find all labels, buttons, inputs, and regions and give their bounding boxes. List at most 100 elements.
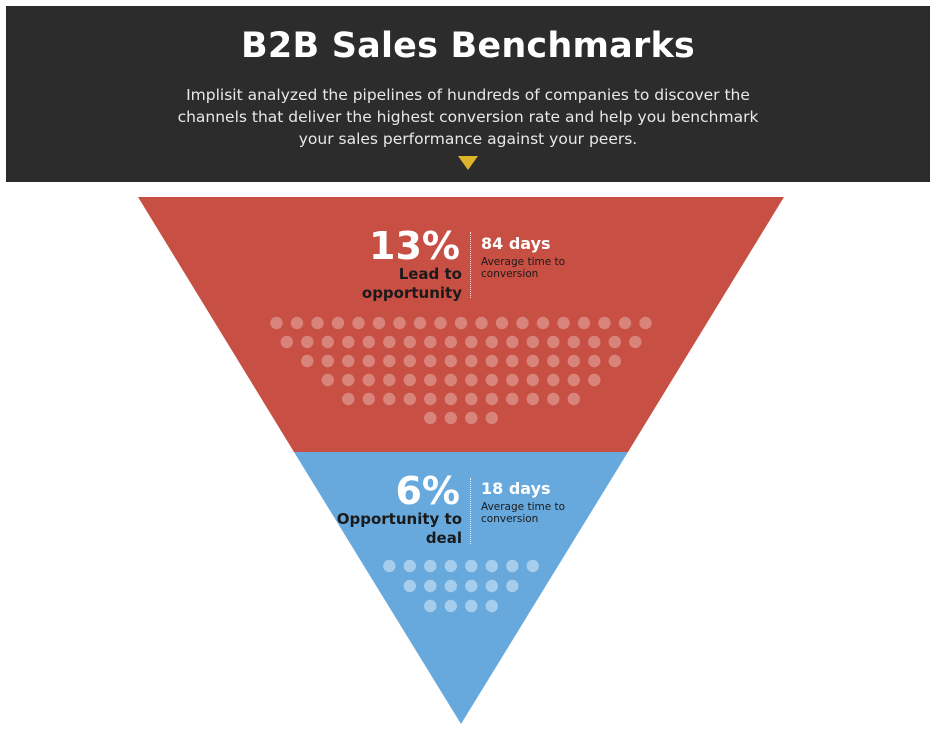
- stage-2-dot: [526, 559, 539, 573]
- stage-2-percent: 6%: [395, 469, 460, 513]
- stage-1-dot: [321, 354, 334, 368]
- stage-1-dot: [454, 316, 468, 330]
- stage-2-dot: [485, 579, 498, 593]
- stage-2-dot: [444, 599, 457, 613]
- stage-2-dots: [383, 559, 539, 613]
- stage-1-dot: [465, 392, 478, 406]
- stage-1-percent: 13%: [369, 224, 460, 268]
- stage-1-dot: [301, 354, 314, 368]
- stage-1-dot: [485, 354, 498, 368]
- stage-1-dot: [424, 411, 437, 425]
- stage-2-dot: [506, 579, 519, 593]
- stage-2-dot: [424, 559, 437, 573]
- stage-1-dot: [475, 316, 488, 330]
- stage-1-dot: [393, 316, 406, 330]
- stage-1-dot: [434, 316, 447, 330]
- stage-2-dot: [485, 559, 498, 573]
- stage-1-dot: [444, 392, 457, 406]
- stage-1-dot: [588, 373, 601, 387]
- stage-1-dot: [362, 392, 375, 406]
- stage-1-dot: [465, 354, 478, 368]
- stage-1-dot: [577, 316, 591, 330]
- stage-2-dot: [383, 559, 396, 573]
- stage-1-dot: [424, 354, 437, 368]
- stage-1-dot: [383, 354, 396, 368]
- stage-1-dot: [362, 373, 375, 387]
- stage-1-dot: [506, 354, 519, 368]
- stage-2-divider: [470, 478, 471, 544]
- stage-1-dot: [424, 335, 437, 349]
- header-banner: B2B Sales Benchmarks Implisit analyzed t…: [6, 6, 930, 182]
- stage-2-label: Opportunity to deal: [336, 510, 462, 547]
- stage-1-dot: [567, 354, 580, 368]
- stage-1-dot: [403, 392, 416, 406]
- stage-1-dot: [629, 335, 642, 349]
- stage-1-dot: [588, 335, 601, 349]
- stage-1-dot: [516, 316, 529, 330]
- stage-1-dot: [444, 411, 457, 425]
- stage-1-dot: [403, 335, 416, 349]
- stage-1-dot: [383, 335, 396, 349]
- stage-1-dot: [342, 392, 355, 406]
- stage-1-dot: [506, 392, 519, 406]
- stage-1-dot: [526, 335, 539, 349]
- stage-1-caption: Average time to conversion: [481, 256, 566, 280]
- stage-2-dot: [424, 599, 437, 613]
- stage-1-dot: [547, 354, 560, 368]
- funnel-stage-1: [138, 197, 784, 452]
- page-title: B2B Sales Benchmarks: [241, 26, 695, 66]
- stage-1-dot: [383, 373, 396, 387]
- stage-2-dot: [424, 579, 437, 593]
- stage-1-dot: [383, 392, 396, 406]
- stage-1-dot: [485, 392, 498, 406]
- stage-2-dot: [444, 579, 457, 593]
- stage-1-days: 84 days: [481, 234, 551, 253]
- funnel-stage-2: [294, 452, 628, 724]
- down-arrow-icon: [458, 156, 478, 170]
- stage-1-dot: [526, 373, 539, 387]
- stage-1-dot: [362, 354, 375, 368]
- stage-1-dot: [362, 335, 375, 349]
- stage-1-dot: [424, 373, 437, 387]
- stage-2-dot: [465, 559, 478, 573]
- stage-1-dot: [352, 316, 365, 330]
- stage-1-dot: [444, 354, 457, 368]
- stage-1-dot: [413, 316, 427, 330]
- stage-1-dot: [465, 373, 478, 387]
- stage-1-dot: [321, 335, 334, 349]
- stage-1-dot: [547, 373, 560, 387]
- stage-1-dot: [526, 392, 539, 406]
- stage-2-caption: Average time to conversion: [481, 501, 566, 525]
- stage-1-dot: [557, 316, 570, 330]
- stage-2-dot: [506, 559, 519, 573]
- stage-1-dot: [618, 316, 632, 330]
- stage-1-dot: [608, 335, 621, 349]
- stage-1-dot: [588, 354, 601, 368]
- stage-2-dot: [465, 579, 478, 593]
- stage-1-dot: [465, 335, 478, 349]
- stage-1-dot: [321, 373, 334, 387]
- stage-1-dot: [547, 392, 560, 406]
- stage-1-dot: [567, 392, 580, 406]
- stage-1-dot: [444, 373, 457, 387]
- stage-1-dot: [567, 335, 580, 349]
- stage-1-dot: [301, 335, 314, 349]
- stage-1-dot: [342, 354, 355, 368]
- stage-2-days: 18 days: [481, 479, 551, 498]
- stage-2-dot: [465, 599, 478, 613]
- stage-2-dot: [444, 559, 457, 573]
- stage-1-dot: [639, 316, 652, 330]
- stage-1-dot: [403, 354, 416, 368]
- stage-1-dot: [444, 335, 457, 349]
- stage-1-dot: [506, 335, 519, 349]
- stage-1-label: Lead to opportunity: [361, 265, 462, 302]
- stage-2-dot: [403, 559, 416, 573]
- stage-1-dot: [270, 316, 283, 330]
- stage-1-dot: [598, 316, 611, 330]
- stage-1-dot: [465, 411, 478, 425]
- stage-1-dots: [270, 316, 652, 425]
- stage-1-dot: [536, 316, 550, 330]
- stage-1-dot: [495, 316, 509, 330]
- stage-1-dot: [608, 354, 621, 368]
